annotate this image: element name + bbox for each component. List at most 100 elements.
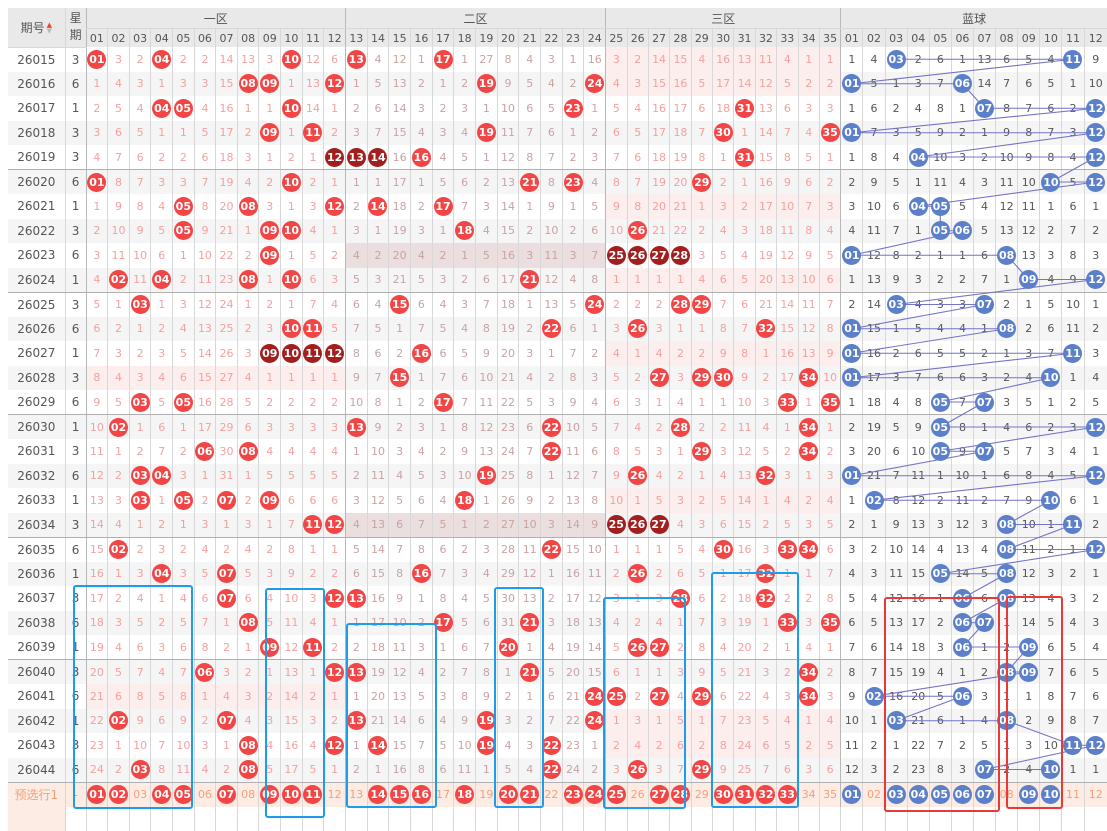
ball-cell[interactable]: 04 bbox=[151, 782, 173, 807]
empty-cell bbox=[259, 807, 281, 831]
omission-value: 10 bbox=[777, 194, 798, 219]
ball-cell[interactable]: 21 bbox=[519, 782, 541, 807]
blue-ball[interactable]: 04 bbox=[909, 785, 928, 804]
red-ball[interactable]: 30 bbox=[714, 785, 733, 804]
omission-value: 4 bbox=[1040, 268, 1062, 293]
issue-column-header[interactable]: 期号▲▼ bbox=[8, 8, 65, 47]
red-ball[interactable]: 16 bbox=[412, 785, 431, 804]
blue-ball[interactable]: 10 bbox=[1041, 785, 1060, 804]
red-ball[interactable]: 23 bbox=[564, 785, 583, 804]
blue-ball[interactable]: 09 bbox=[1019, 785, 1038, 804]
preselect-number[interactable]: 06 bbox=[194, 782, 216, 807]
red-ball[interactable]: 01 bbox=[87, 785, 106, 804]
ball-cell: 32 bbox=[755, 562, 776, 587]
ball-cell[interactable]: 04 bbox=[907, 782, 929, 807]
blue-ball[interactable]: 05 bbox=[931, 785, 950, 804]
omission-value: 4 bbox=[432, 488, 454, 513]
preselect-number[interactable]: 08 bbox=[996, 782, 1018, 807]
preselect-number[interactable]: 35 bbox=[819, 782, 840, 807]
preselect-number[interactable]: 12 bbox=[1084, 782, 1107, 807]
red-ball[interactable]: 31 bbox=[735, 785, 754, 804]
omission-value: 3 bbox=[1084, 341, 1107, 366]
red-ball[interactable]: 04 bbox=[152, 785, 171, 804]
preselect-number[interactable]: 02 bbox=[863, 782, 885, 807]
preselect-number[interactable]: 17 bbox=[432, 782, 454, 807]
blue-ball[interactable]: 07 bbox=[975, 785, 994, 804]
blue-ball[interactable]: 03 bbox=[887, 785, 906, 804]
red-ball[interactable]: 20 bbox=[499, 785, 518, 804]
red-ball[interactable]: 24 bbox=[585, 785, 604, 804]
ball-cell[interactable]: 23 bbox=[562, 782, 584, 807]
ball-cell[interactable]: 02 bbox=[108, 782, 130, 807]
red-ball[interactable]: 15 bbox=[390, 785, 409, 804]
red-ball: 12 bbox=[325, 515, 344, 534]
preselect-number[interactable]: 13 bbox=[345, 782, 367, 807]
ball-cell[interactable]: 01 bbox=[86, 782, 108, 807]
ball-cell[interactable]: 06 bbox=[951, 782, 973, 807]
red-ball[interactable]: 09 bbox=[260, 785, 279, 804]
omission-value: 8 bbox=[1040, 145, 1062, 170]
ball-cell: 32 bbox=[755, 317, 776, 342]
ball-cell[interactable]: 33 bbox=[777, 782, 798, 807]
blue-ball: 08 bbox=[997, 246, 1016, 265]
ball-cell[interactable]: 09 bbox=[259, 782, 281, 807]
ball-cell[interactable]: 16 bbox=[411, 782, 433, 807]
ball-cell[interactable]: 31 bbox=[734, 782, 755, 807]
ball-cell[interactable]: 15 bbox=[389, 782, 411, 807]
ball-cell[interactable]: 20 bbox=[497, 782, 519, 807]
ball-cell[interactable]: 05 bbox=[173, 782, 195, 807]
issue-number: 26018 bbox=[8, 121, 65, 146]
preselect-number[interactable]: 22 bbox=[541, 782, 563, 807]
ball-cell[interactable]: 18 bbox=[454, 782, 476, 807]
preselect-number[interactable]: 08 bbox=[237, 782, 259, 807]
ball-cell[interactable]: 07 bbox=[216, 782, 238, 807]
ball-cell[interactable]: 05 bbox=[929, 782, 951, 807]
red-ball[interactable]: 11 bbox=[303, 785, 322, 804]
preselect-number[interactable]: 29 bbox=[691, 782, 712, 807]
red-ball[interactable]: 10 bbox=[282, 785, 301, 804]
ball-cell[interactable]: 30 bbox=[713, 782, 734, 807]
preselect-number[interactable]: 03 bbox=[129, 782, 151, 807]
ball-cell[interactable]: 32 bbox=[755, 782, 776, 807]
sort-icon[interactable]: ▲▼ bbox=[47, 22, 52, 34]
ball-cell[interactable]: 11 bbox=[302, 782, 324, 807]
blue-ball[interactable]: 06 bbox=[953, 785, 972, 804]
red-ball[interactable]: 33 bbox=[778, 785, 797, 804]
red-ball[interactable]: 18 bbox=[455, 785, 474, 804]
ball-cell[interactable]: 14 bbox=[367, 782, 389, 807]
ball-cell[interactable]: 01 bbox=[841, 782, 863, 807]
omission-value: 2 bbox=[411, 194, 433, 219]
blue-ball: 05 bbox=[931, 442, 950, 461]
red-ball: 03 bbox=[131, 491, 150, 510]
ball-cell[interactable]: 10 bbox=[281, 782, 303, 807]
omission-value: 5 bbox=[129, 611, 151, 636]
red-ball[interactable]: 07 bbox=[217, 785, 236, 804]
red-ball[interactable]: 25 bbox=[607, 785, 626, 804]
ball-cell[interactable]: 10 bbox=[1040, 782, 1062, 807]
red-ball[interactable]: 02 bbox=[109, 785, 128, 804]
ball-cell[interactable]: 03 bbox=[885, 782, 907, 807]
ball-cell[interactable]: 07 bbox=[974, 782, 996, 807]
red-ball: 24 bbox=[585, 74, 604, 93]
ball-cell[interactable]: 27 bbox=[648, 782, 669, 807]
ball-cell[interactable]: 09 bbox=[1018, 782, 1040, 807]
ball-cell[interactable]: 25 bbox=[606, 782, 627, 807]
preselect-number[interactable]: 12 bbox=[324, 782, 346, 807]
preselect-number[interactable]: 34 bbox=[798, 782, 819, 807]
omission-value: 2 bbox=[411, 611, 433, 636]
preselect-number[interactable]: 26 bbox=[627, 782, 648, 807]
omission-value: 4 bbox=[237, 366, 259, 391]
preselect-number[interactable]: 11 bbox=[1062, 782, 1084, 807]
red-ball[interactable]: 27 bbox=[650, 785, 669, 804]
preselect-number[interactable]: 19 bbox=[476, 782, 498, 807]
red-ball[interactable]: 05 bbox=[174, 785, 193, 804]
ball-cell: 01 bbox=[841, 243, 863, 268]
blue-ball[interactable]: 01 bbox=[842, 785, 861, 804]
ball-cell[interactable]: 24 bbox=[584, 782, 606, 807]
red-ball[interactable]: 14 bbox=[368, 785, 387, 804]
omission-value: 11 bbox=[519, 537, 541, 562]
red-ball[interactable]: 21 bbox=[520, 785, 539, 804]
red-ball[interactable]: 32 bbox=[756, 785, 775, 804]
ball-cell[interactable]: 28 bbox=[670, 782, 691, 807]
red-ball[interactable]: 28 bbox=[671, 785, 690, 804]
